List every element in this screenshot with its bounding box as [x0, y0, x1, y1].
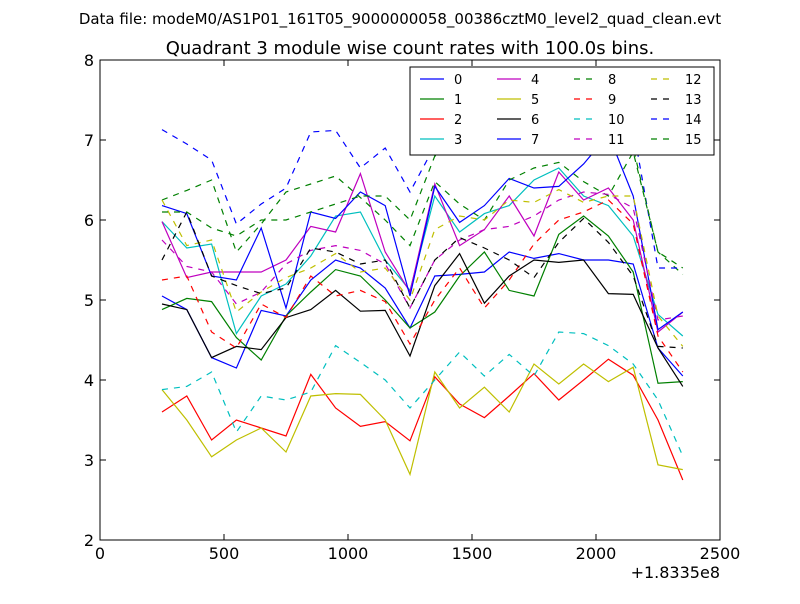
legend-label-9: 9 [608, 93, 616, 108]
series-line-0 [161, 251, 684, 377]
series-line-2 [161, 358, 684, 481]
legend-label-12: 12 [685, 73, 702, 88]
x-tick-label: 500 [209, 544, 240, 563]
plot-frame [99, 59, 721, 541]
legend-label-14: 14 [685, 113, 702, 128]
y-tick-label: 4 [84, 371, 94, 390]
x-tick-label: 1500 [452, 544, 493, 563]
series-line-8 [161, 150, 684, 275]
series-line-10 [161, 331, 684, 457]
y-tick-label: 6 [84, 211, 94, 230]
x-tick-label: 2000 [576, 544, 617, 563]
legend-label-4: 4 [531, 73, 539, 88]
ticks-layer: 0 500 1000 1500 2000 2500 2 3 4 5 6 7 8 [84, 51, 741, 563]
legend-label-2: 2 [454, 113, 462, 128]
series-line-6 [161, 252, 684, 387]
legend-label-3: 3 [454, 133, 462, 148]
y-tick-label: 2 [84, 531, 94, 550]
y-tick-label: 5 [84, 291, 94, 310]
legend-label-8: 8 [608, 73, 616, 88]
series-line-9 [161, 199, 684, 373]
legend-label-13: 13 [685, 93, 702, 108]
series-line-12 [161, 188, 684, 347]
data-file-label: Data file: modeM0/AS1P01_161T05_90000000… [79, 10, 721, 29]
chart-title: Quadrant 3 module wise count rates with … [166, 38, 655, 59]
series-line-4 [161, 170, 684, 334]
series-line-11 [161, 191, 683, 321]
legend-label-6: 6 [531, 113, 539, 128]
legend-label-7: 7 [531, 133, 539, 148]
x-tick-label: 0 [95, 544, 105, 563]
legend-box [409, 66, 715, 156]
x-offset-label: +1.8335e8 [631, 563, 720, 582]
y-tick-label: 7 [84, 131, 94, 150]
legend-label-11: 11 [608, 133, 625, 148]
series-line-5 [161, 363, 683, 477]
legend-label-1: 1 [454, 93, 462, 108]
y-tick-label: 3 [84, 451, 94, 470]
x-tick-label: 1000 [328, 544, 369, 563]
legend-label-5: 5 [531, 93, 539, 108]
y-tick-label: 8 [84, 51, 94, 70]
legend-label-10: 10 [608, 113, 625, 128]
legend-label-0: 0 [454, 73, 462, 88]
x-tick-label: 2500 [700, 544, 741, 563]
legend-label-15: 15 [685, 133, 702, 148]
